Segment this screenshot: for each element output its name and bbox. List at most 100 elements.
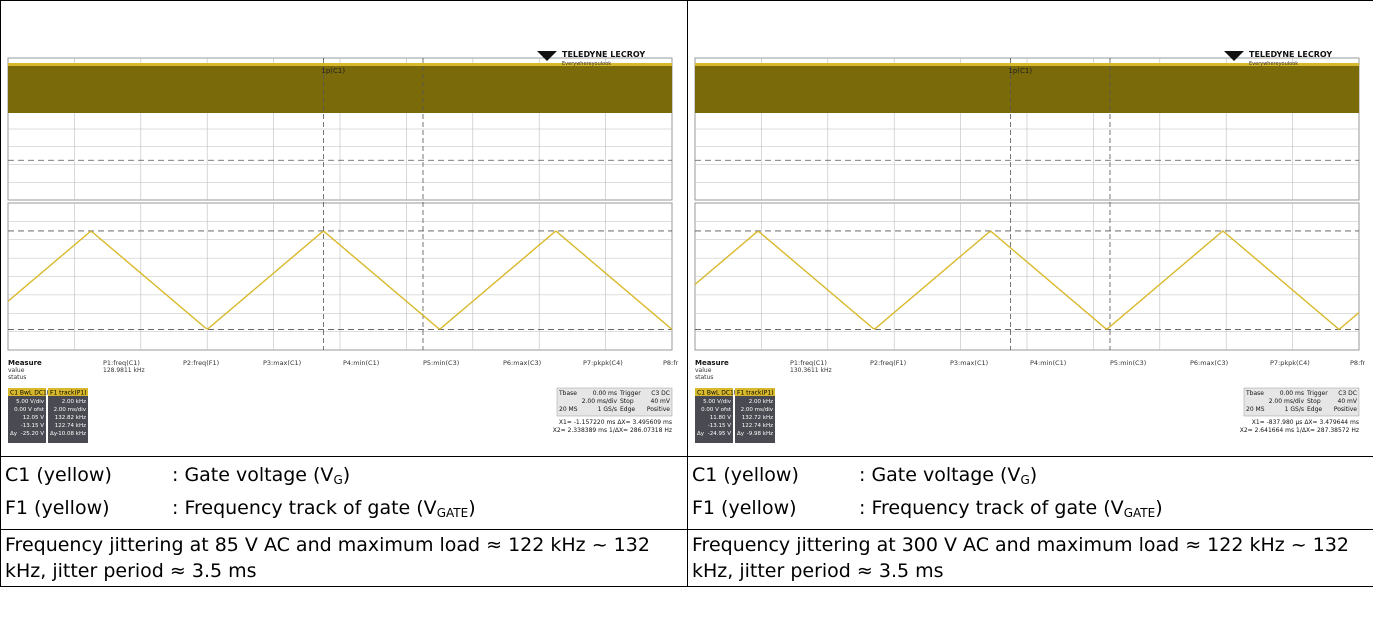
c1-info-line: 0.00 V ofst [14, 407, 45, 413]
measure-param: P6:max(C3) [503, 359, 541, 367]
description-cell-right: Frequency jittering at 300 V AC and maxi… [688, 530, 1373, 587]
f1-delta-label: Δy [50, 431, 58, 437]
legend-cell-right: C1 (yellow) : Gate voltage (VG) F1 (yell… [688, 457, 1373, 530]
legend-f1-desc: : Frequency track of gate (V [172, 497, 437, 519]
f1-info-line: 2.00 kHz [749, 399, 773, 405]
figure-table: 1p(C1) TELEDYNE LECROY Everywhereyoulook Me… [0, 0, 1373, 587]
legend-c1-label: C1 (yellow) [5, 461, 172, 494]
c1-info-line: -13.15 V [21, 423, 44, 429]
top-cursor-label: 1p(C1) [321, 67, 345, 75]
tbase-line: Edge [1307, 406, 1322, 413]
tbase-line: 20 MS [559, 406, 578, 413]
tbase-line: 2.00 ms/div [582, 398, 618, 405]
measure-param: P8:freq(F1) [1350, 359, 1365, 367]
measure-param: P7:pkpk(C4) [1270, 359, 1310, 367]
measure-status-label: status [695, 374, 713, 381]
f1-info-title: F1 track(P1) [50, 390, 87, 397]
c1-info-line: -13.15 V [708, 423, 731, 429]
oscilloscope-screen-left: 1p(C1) TELEDYNE LECROY Everywhereyoulook Me… [4, 43, 678, 456]
measure-param: P4:min(C1) [343, 359, 379, 367]
f1-info-line: -9.98 kHz [747, 431, 773, 437]
legend-c1-end: ) [343, 464, 350, 486]
tbase-line: Positive [1334, 406, 1357, 413]
legend-c1-end: ) [1030, 464, 1037, 486]
c1-info-line: -24.95 V [708, 431, 731, 437]
tbase-line: 40 mV [1338, 398, 1358, 405]
legend-c1: C1 (yellow) : Gate voltage (VG) [692, 461, 1369, 494]
cursor-readout: X1= -1.157220 ms ΔX= 3.495609 ms [559, 419, 672, 426]
tbase-line: 1 GS/s [1285, 406, 1304, 413]
legend-f1-end: ) [1155, 497, 1162, 519]
c1-info-line: 12.05 V [23, 415, 44, 421]
measure-value-label: value [8, 367, 25, 374]
legend-f1-sub: GATE [437, 506, 469, 520]
tbase-value: 0.00 ms [1280, 390, 1304, 397]
scope-cell-left: 1p(C1) TELEDYNE LECROY Everywhereyoulook Me… [1, 1, 688, 457]
logo-brand: TELEDYNE LECROY [1249, 50, 1332, 59]
f1-info-line: 2.00 kHz [62, 399, 86, 405]
trigger-label: Trigger [619, 390, 641, 397]
measure-title: Measure [8, 359, 42, 367]
legend-c1: C1 (yellow) : Gate voltage (VG) [5, 461, 683, 494]
legend-c1-sub: G [1020, 473, 1029, 487]
legend-c1-desc: : Gate voltage (V [172, 464, 333, 486]
description-right: Frequency jittering at 300 V AC and maxi… [688, 530, 1373, 586]
logo-tagline: Everywhereyoulook [562, 61, 611, 67]
legend-f1-end: ) [468, 497, 475, 519]
cursor-readout: X2= 2.338389 ms 1/ΔX= 286.07318 Hz [553, 427, 672, 434]
description-left: Frequency jittering at 85 V AC and maxim… [1, 530, 687, 586]
c1-info-line: 0.00 V ofst [701, 407, 732, 413]
f1-info-line: 122.74 kHz [742, 423, 773, 429]
p1-value: 128.9811 kHz [103, 367, 145, 374]
tbase-line: Positive [647, 406, 670, 413]
f1-info-line: 132.82 kHz [55, 415, 86, 421]
description-cell-left: Frequency jittering at 85 V AC and maxim… [1, 530, 688, 587]
measure-param: P4:min(C1) [1030, 359, 1066, 367]
trigger-channel: C3 DC [651, 390, 670, 397]
c1-info-title: C1 BwL DC1M [697, 390, 739, 397]
cursor-readout: X2= 2.641664 ms 1/ΔX= 287.38572 Hz [1240, 427, 1359, 434]
measure-param: P7:pkpk(C4) [583, 359, 623, 367]
c1-delta-label: Δy [10, 431, 18, 437]
measure-param: P5:min(C3) [1110, 359, 1146, 367]
c1-info-line: 5.00 V/div [703, 399, 732, 405]
legend-c1-sub: G [333, 473, 342, 487]
measure-param: P1:freq(C1) [103, 359, 140, 367]
measure-param: P5:min(C3) [423, 359, 459, 367]
tbase-label: Tbase [1245, 390, 1264, 397]
legend-c1-label: C1 (yellow) [692, 461, 859, 494]
measure-param: P3:max(C1) [263, 359, 301, 367]
c1-info-line: 11.80 V [710, 415, 731, 421]
tbase-label: Tbase [558, 390, 577, 397]
legend-cell-left: C1 (yellow) : Gate voltage (VG) F1 (yell… [1, 457, 688, 530]
legend-c1-desc: : Gate voltage (V [859, 464, 1020, 486]
trigger-channel: C3 DC [1338, 390, 1357, 397]
logo-brand: TELEDYNE LECROY [562, 50, 645, 59]
f1-info-line: 122.74 kHz [55, 423, 86, 429]
legend-f1-label: F1 (yellow) [692, 494, 859, 527]
tbase-line: 20 MS [1246, 406, 1265, 413]
c1-info-title: C1 BwL DC1M [10, 390, 52, 397]
f1-info-line: 2.00 ms/div [741, 407, 774, 413]
f1-delta-label: Δy [737, 431, 745, 437]
tbase-line: Edge [620, 406, 635, 413]
tbase-line: 40 mV [651, 398, 671, 405]
tbase-line: Stop [1307, 398, 1321, 405]
measure-param: P6:max(C3) [1190, 359, 1228, 367]
legend-f1: F1 (yellow) : Frequency track of gate (V… [692, 494, 1369, 527]
tbase-line: 1 GS/s [598, 406, 617, 413]
tbase-value: 0.00 ms [593, 390, 617, 397]
trigger-label: Trigger [1306, 390, 1328, 397]
p1-value: 130.3611 kHz [790, 367, 832, 374]
legend-f1-sub: GATE [1124, 506, 1156, 520]
c1-delta-label: Δy [697, 431, 705, 437]
tbase-line: 2.00 ms/div [1269, 398, 1305, 405]
f1-info-title: F1 track(P1) [737, 390, 774, 397]
f1-info-line: 132.72 kHz [742, 415, 773, 421]
measure-value-label: value [695, 367, 712, 374]
c1-info-line: 5.00 V/div [16, 399, 45, 405]
measure-param: P8:freq(F1) [663, 359, 678, 367]
legend-f1: F1 (yellow) : Frequency track of gate (V… [5, 494, 683, 527]
oscilloscope-screen-right: 1p(C1)TELEDYNE LECROYEverywhereyoulookMe… [691, 43, 1365, 456]
logo-tagline: Everywhereyoulook [1249, 61, 1298, 67]
